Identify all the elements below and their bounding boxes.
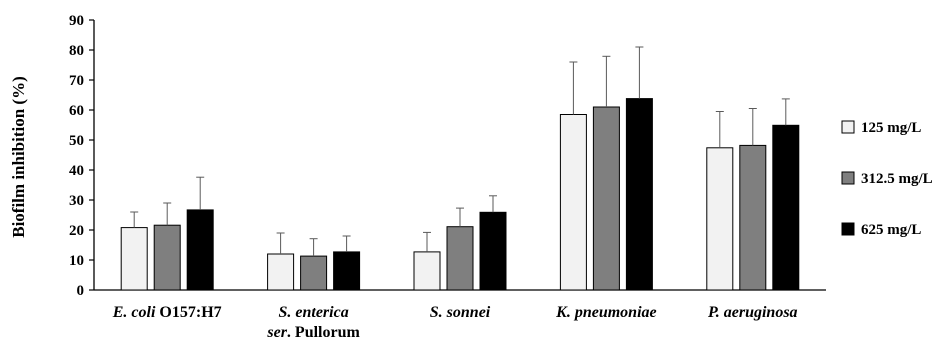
bar-5-series-3 bbox=[772, 124, 800, 291]
y-tick-label: 30 bbox=[69, 193, 84, 209]
category-label-1: E. coli O157:H7 bbox=[112, 304, 222, 321]
bar-5-series-1 bbox=[706, 147, 734, 291]
category-label-part: E. coli bbox=[112, 304, 156, 321]
legend-label-1: 125 mg/L bbox=[861, 120, 921, 136]
y-tick-label: 50 bbox=[69, 133, 84, 149]
category-label-part: S. enterica bbox=[278, 304, 348, 321]
bar-2-series-3 bbox=[333, 251, 361, 291]
category-label-part: O157:H7 bbox=[155, 304, 221, 321]
y-tick-label: 60 bbox=[69, 103, 84, 119]
y-tick-label: 10 bbox=[69, 253, 84, 269]
category-label-4: K. pneumoniae bbox=[555, 304, 656, 321]
bar-1-series-2 bbox=[153, 224, 181, 291]
y-tick-label: 80 bbox=[69, 43, 84, 59]
legend-swatch-1 bbox=[841, 120, 855, 134]
category-label-3: S. sonnei bbox=[430, 304, 491, 321]
bar-1-series-3 bbox=[186, 209, 214, 291]
legend-swatch-3 bbox=[841, 222, 855, 236]
legend-label-2: 312.5 mg/L bbox=[861, 171, 933, 187]
bar-3-series-1 bbox=[413, 251, 441, 291]
y-tick-label: 20 bbox=[69, 223, 84, 239]
category-label-part: . Pullorum bbox=[287, 324, 361, 341]
bar-3-series-3 bbox=[479, 211, 507, 291]
legend-label-3: 625 mg/L bbox=[861, 222, 921, 238]
y-axis-title: Biofilm inhibition (%) bbox=[9, 76, 28, 238]
category-label-2: S. enterica bbox=[278, 304, 348, 321]
bar-3-series-2 bbox=[446, 226, 474, 291]
category-label-2-line-2: ser. Pullorum bbox=[266, 324, 360, 341]
category-label-part: ser bbox=[266, 324, 287, 341]
legend-swatch-2 bbox=[841, 171, 855, 185]
bar-2-series-2 bbox=[300, 255, 328, 291]
bar-1-series-1 bbox=[120, 227, 148, 291]
category-label-5: P. aeruginosa bbox=[707, 304, 798, 321]
bar-4-series-3 bbox=[625, 98, 653, 291]
y-tick-label: 0 bbox=[77, 283, 85, 299]
y-tick-label: 90 bbox=[69, 13, 84, 29]
category-label-part: S. sonnei bbox=[430, 304, 491, 321]
category-label-part: K. pneumoniae bbox=[555, 304, 656, 321]
bar-2-series-1 bbox=[267, 253, 295, 291]
bar-4-series-2 bbox=[592, 106, 620, 291]
bar-4-series-1 bbox=[559, 114, 587, 291]
bar-5-series-2 bbox=[739, 144, 767, 291]
category-label-part: P. aeruginosa bbox=[707, 304, 798, 321]
y-tick-label: 40 bbox=[69, 163, 84, 179]
y-tick-label: 70 bbox=[69, 73, 84, 89]
